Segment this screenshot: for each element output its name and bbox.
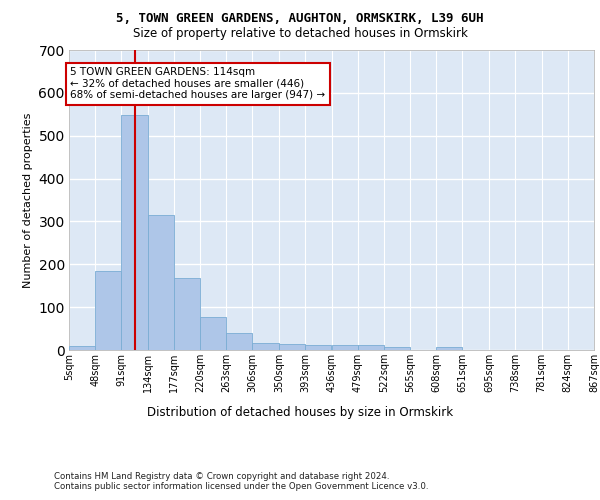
Text: Contains public sector information licensed under the Open Government Licence v3: Contains public sector information licen… xyxy=(54,482,428,491)
Y-axis label: Number of detached properties: Number of detached properties xyxy=(23,112,33,288)
Bar xyxy=(148,214,174,350)
Bar xyxy=(69,346,95,350)
Bar xyxy=(226,334,253,350)
Bar xyxy=(436,347,463,350)
Text: 5, TOWN GREEN GARDENS, AUGHTON, ORMSKIRK, L39 6UH: 5, TOWN GREEN GARDENS, AUGHTON, ORMSKIRK… xyxy=(116,12,484,26)
Bar xyxy=(253,343,278,350)
Bar xyxy=(331,345,358,350)
Bar xyxy=(305,346,331,350)
Text: Distribution of detached houses by size in Ormskirk: Distribution of detached houses by size … xyxy=(147,406,453,419)
Text: 5 TOWN GREEN GARDENS: 114sqm
← 32% of detached houses are smaller (446)
68% of s: 5 TOWN GREEN GARDENS: 114sqm ← 32% of de… xyxy=(70,67,325,100)
Bar xyxy=(174,278,200,350)
Bar xyxy=(279,344,305,350)
Text: Size of property relative to detached houses in Ormskirk: Size of property relative to detached ho… xyxy=(133,28,467,40)
Bar xyxy=(200,317,226,350)
Text: Contains HM Land Registry data © Crown copyright and database right 2024.: Contains HM Land Registry data © Crown c… xyxy=(54,472,389,481)
Bar xyxy=(358,345,384,350)
Bar xyxy=(384,346,410,350)
Bar xyxy=(121,115,148,350)
Bar xyxy=(95,270,121,350)
